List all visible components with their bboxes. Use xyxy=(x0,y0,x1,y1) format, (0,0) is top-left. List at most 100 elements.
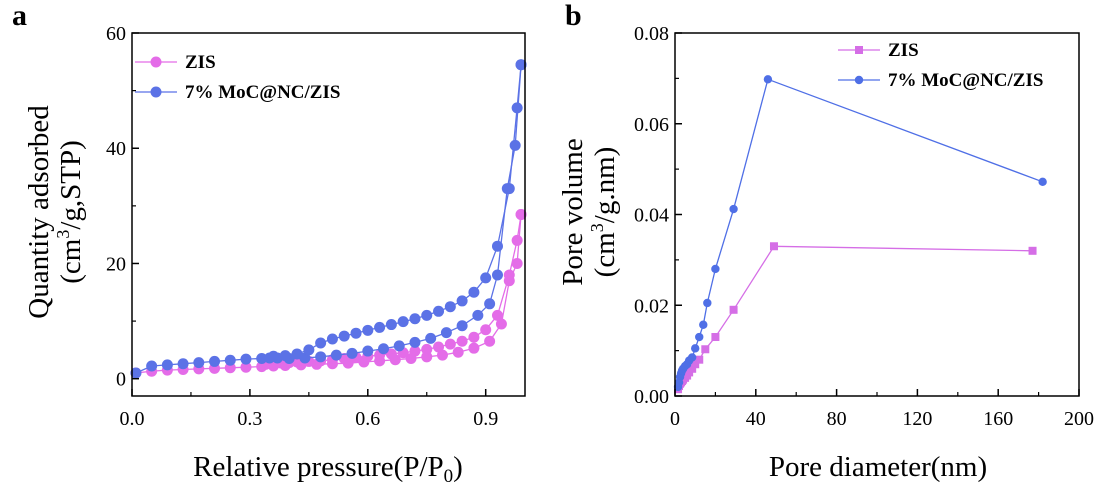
a-series-0 xyxy=(130,209,527,379)
a-data-point xyxy=(177,358,189,370)
b-series-1 xyxy=(673,75,1047,392)
a-data-point xyxy=(130,367,142,379)
a-x-tick-label: 0.9 xyxy=(473,408,498,430)
b-x-tick-label: 0 xyxy=(670,408,680,430)
a-data-point xyxy=(515,59,527,71)
b-data-point xyxy=(1028,246,1037,255)
panel-a-axes: 0.0 0.3 0.6 0.9 0 20 40 60 xyxy=(106,23,526,430)
a-series-line xyxy=(135,214,522,374)
b-data-point xyxy=(691,360,700,369)
b-x-tick-label: 40 xyxy=(746,408,766,430)
svg-text:Quantity adsorbed: Quantity adsorbed xyxy=(23,105,55,319)
a-data-point xyxy=(315,337,327,349)
a-data-point xyxy=(346,347,358,359)
a-y-tick-label: 40 xyxy=(106,138,126,160)
a-data-point xyxy=(472,309,484,321)
a-data-point xyxy=(303,344,315,356)
b-data-point xyxy=(769,242,778,251)
a-series-line xyxy=(265,214,522,365)
b-x-tick-label: 120 xyxy=(902,408,932,430)
a-data-point xyxy=(362,324,374,336)
b-data-point xyxy=(703,298,712,308)
a-data-point xyxy=(193,357,205,369)
b-series-line xyxy=(677,78,1043,388)
a-data-point xyxy=(440,327,452,339)
svg-text:Pore volume: Pore volume xyxy=(557,138,589,285)
b-x-tick-label: 80 xyxy=(827,408,847,430)
b-data-point xyxy=(1038,177,1047,187)
b-data-point xyxy=(695,355,704,364)
a-data-point xyxy=(515,209,527,220)
a-data-point xyxy=(444,301,456,313)
b-y-tick-label: 0.08 xyxy=(634,23,669,45)
b-x-tick-label: 160 xyxy=(983,408,1013,430)
a-data-point xyxy=(362,345,374,357)
a-data-point xyxy=(491,309,503,321)
b-legend-label: 7% MoC@NC/ZIS xyxy=(888,70,1043,91)
a-data-point xyxy=(350,327,362,339)
a-y-tick-label: 20 xyxy=(106,253,126,275)
a-data-point xyxy=(338,330,350,342)
panel-b-x-axis-label: Pore diameter(nm) xyxy=(769,451,987,483)
panel-b-y-axis-label: Pore volume (cm3/g.nm) xyxy=(557,138,621,285)
b-data-point xyxy=(711,264,720,274)
a-data-point xyxy=(511,234,523,246)
b-data-point xyxy=(691,344,700,353)
a-data-point xyxy=(511,102,523,114)
svg-text:(cm3/g,STP): (cm3/g,STP) xyxy=(53,140,87,284)
a-x-tick-label: 0.0 xyxy=(120,408,145,430)
a-data-point xyxy=(267,350,279,362)
a-y-tick-label: 0 xyxy=(116,369,126,391)
a-data-point xyxy=(385,319,397,331)
b-data-point xyxy=(729,204,738,214)
a-data-point xyxy=(433,305,445,317)
a-data-point xyxy=(456,320,468,332)
a-series-line xyxy=(273,64,522,357)
a-data-point xyxy=(503,269,515,281)
a-data-point xyxy=(326,333,338,345)
a-data-point xyxy=(421,309,433,321)
a-data-point xyxy=(480,324,492,336)
b-data-point xyxy=(688,364,697,373)
a-legend-label: 7% MoC@NC/ZIS xyxy=(185,82,340,103)
a-data-point xyxy=(385,348,397,360)
a-data-point xyxy=(378,343,390,355)
panel-a-series-layer xyxy=(130,59,527,379)
a-data-point xyxy=(393,340,405,352)
a-data-point xyxy=(409,336,421,348)
a-data-point xyxy=(146,360,158,372)
panel-letter-a: a xyxy=(12,0,27,32)
b-data-point xyxy=(701,345,710,354)
a-data-point xyxy=(456,335,468,347)
a-data-point xyxy=(495,318,507,330)
b-y-tick-label: 0.02 xyxy=(634,295,669,317)
panel-a-adsorption-isotherm: a 0.0 0.3 0.6 0.9 0 20 40 60 Relative pressure(… xyxy=(12,0,527,487)
a-legend-label: ZIS xyxy=(185,52,216,73)
a-data-point xyxy=(330,349,342,361)
a-legend-marker xyxy=(150,86,162,98)
a-data-point xyxy=(491,269,503,281)
a-data-point xyxy=(509,139,521,151)
a-data-point xyxy=(421,343,433,355)
a-data-point xyxy=(468,331,480,343)
b-data-point xyxy=(687,353,697,362)
a-data-point xyxy=(503,183,515,195)
b-data-point xyxy=(711,333,720,342)
a-data-point xyxy=(484,298,496,310)
svg-text:(cm3/g.nm): (cm3/g.nm) xyxy=(587,147,621,278)
b-legend-marker xyxy=(855,46,863,54)
b-x-tick-label: 200 xyxy=(1064,408,1094,430)
panel-a-legend: ZIS 7% MoC@NC/ZIS xyxy=(135,52,340,103)
a-data-point xyxy=(425,332,437,344)
a-data-point xyxy=(468,342,480,354)
a-data-point xyxy=(409,345,421,357)
a-data-point xyxy=(491,240,503,252)
panel-a-y-axis-label: Quantity adsorbed (cm3/g,STP) xyxy=(23,105,87,319)
a-data-point xyxy=(240,361,252,373)
a-data-point xyxy=(291,348,303,360)
a-data-point xyxy=(279,350,291,362)
b-data-point xyxy=(695,332,704,342)
panel-b-legend: ZIS 7% MoC@NC/ZIS xyxy=(838,40,1043,91)
a-data-point xyxy=(444,338,456,350)
